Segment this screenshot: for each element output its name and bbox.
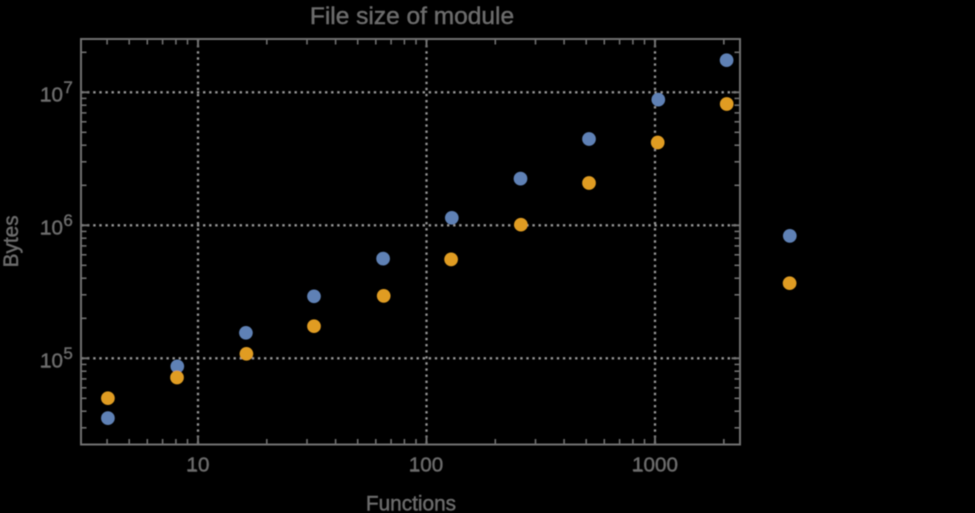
svg-text:10: 10 xyxy=(40,217,63,240)
svg-text:10: 10 xyxy=(187,453,210,476)
svg-text:Bytes: Bytes xyxy=(0,215,23,267)
svg-text:10: 10 xyxy=(40,350,63,373)
svg-text:1000: 1000 xyxy=(632,453,678,476)
svg-text:100: 100 xyxy=(409,453,443,476)
svg-text:7: 7 xyxy=(63,78,72,97)
svg-text:5: 5 xyxy=(63,344,72,363)
svg-text:File size of module: File size of module xyxy=(310,3,514,30)
svg-text:Functions: Functions xyxy=(366,492,456,513)
svg-text:10: 10 xyxy=(40,84,63,107)
svg-text:6: 6 xyxy=(63,211,72,230)
